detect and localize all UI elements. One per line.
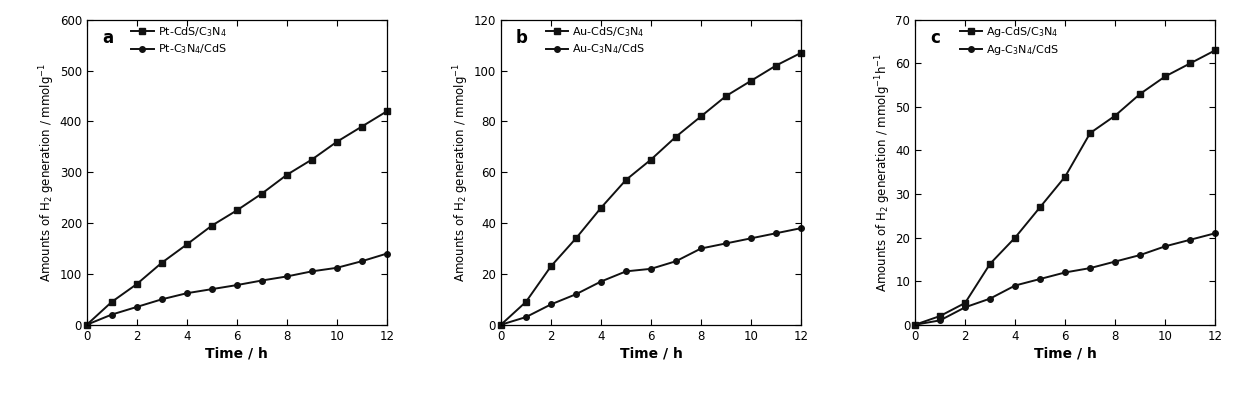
Ag-C$_3$N$_4$/CdS	[1158, 244, 1173, 249]
Au-C$_3$N$_4$/CdS	[769, 231, 784, 236]
Text: c: c	[930, 29, 940, 47]
Au-C$_3$N$_4$/CdS	[644, 267, 658, 271]
Pt-CdS/C$_3$N$_4$	[155, 260, 170, 265]
Ag-CdS/C$_3$N$_4$	[1083, 131, 1097, 135]
Ag-CdS/C$_3$N$_4$	[957, 301, 972, 305]
X-axis label: Time / h: Time / h	[206, 347, 268, 361]
Au-C$_3$N$_4$/CdS	[518, 315, 533, 320]
Ag-CdS/C$_3$N$_4$	[1183, 61, 1198, 66]
Line: Ag-C$_3$N$_4$/CdS: Ag-C$_3$N$_4$/CdS	[913, 230, 1218, 327]
Pt-C$_3$N$_4$/CdS	[205, 287, 219, 291]
Legend: Pt-CdS/C$_3$N$_4$, Pt-C$_3$N$_4$/CdS: Pt-CdS/C$_3$N$_4$, Pt-C$_3$N$_4$/CdS	[131, 25, 227, 56]
Ag-C$_3$N$_4$/CdS	[1107, 259, 1122, 264]
Au-C$_3$N$_4$/CdS	[719, 241, 734, 246]
Au-CdS/C$_3$N$_4$	[769, 63, 784, 68]
Pt-CdS/C$_3$N$_4$	[355, 124, 370, 129]
Ag-C$_3$N$_4$/CdS	[1083, 266, 1097, 270]
Ag-CdS/C$_3$N$_4$	[908, 322, 923, 327]
Y-axis label: Amounts of H$_2$ generation / mmolg$^{-1}$: Amounts of H$_2$ generation / mmolg$^{-1…	[451, 63, 471, 282]
Au-C$_3$N$_4$/CdS	[744, 236, 759, 241]
Au-CdS/C$_3$N$_4$	[594, 206, 609, 210]
Ag-CdS/C$_3$N$_4$	[1008, 235, 1023, 240]
Au-C$_3$N$_4$/CdS	[543, 302, 558, 307]
Ag-CdS/C$_3$N$_4$	[1058, 174, 1073, 179]
Legend: Au-CdS/C$_3$N$_4$, Au-C$_3$N$_4$/CdS: Au-CdS/C$_3$N$_4$, Au-C$_3$N$_4$/CdS	[546, 25, 645, 56]
Pt-CdS/C$_3$N$_4$	[229, 208, 244, 213]
Line: Pt-C$_3$N$_4$/CdS: Pt-C$_3$N$_4$/CdS	[84, 251, 389, 327]
Pt-C$_3$N$_4$/CdS	[180, 291, 195, 295]
Legend: Ag-CdS/C$_3$N$_4$, Ag-C$_3$N$_4$/CdS: Ag-CdS/C$_3$N$_4$, Ag-C$_3$N$_4$/CdS	[960, 25, 1059, 57]
Ag-C$_3$N$_4$/CdS	[1183, 238, 1198, 242]
Pt-C$_3$N$_4$/CdS	[229, 283, 244, 287]
Pt-CdS/C$_3$N$_4$	[254, 191, 269, 196]
Ag-CdS/C$_3$N$_4$	[1033, 205, 1048, 209]
Ag-C$_3$N$_4$/CdS	[1008, 283, 1023, 288]
Ag-C$_3$N$_4$/CdS	[1033, 277, 1048, 282]
Au-C$_3$N$_4$/CdS	[619, 269, 634, 274]
Pt-CdS/C$_3$N$_4$	[129, 282, 144, 286]
Ag-CdS/C$_3$N$_4$	[982, 261, 997, 266]
Au-CdS/C$_3$N$_4$	[644, 157, 658, 162]
X-axis label: Time / h: Time / h	[620, 347, 682, 361]
Au-CdS/C$_3$N$_4$	[543, 264, 558, 268]
Pt-C$_3$N$_4$/CdS	[305, 269, 320, 274]
Au-CdS/C$_3$N$_4$	[518, 299, 533, 304]
Y-axis label: Amounts of H$_2$ generation / mmolg$^{-1}$: Amounts of H$_2$ generation / mmolg$^{-1…	[37, 63, 57, 282]
Au-CdS/C$_3$N$_4$	[744, 78, 759, 83]
Au-CdS/C$_3$N$_4$	[619, 177, 634, 182]
Pt-C$_3$N$_4$/CdS	[379, 251, 394, 256]
Pt-CdS/C$_3$N$_4$	[205, 223, 219, 228]
Ag-C$_3$N$_4$/CdS	[1058, 270, 1073, 275]
Line: Au-CdS/C$_3$N$_4$: Au-CdS/C$_3$N$_4$	[498, 50, 804, 327]
Pt-C$_3$N$_4$/CdS	[79, 322, 94, 327]
Pt-C$_3$N$_4$/CdS	[330, 265, 345, 270]
Au-C$_3$N$_4$/CdS	[594, 279, 609, 284]
Ag-CdS/C$_3$N$_4$	[1158, 74, 1173, 79]
X-axis label: Time / h: Time / h	[1034, 347, 1096, 361]
Pt-CdS/C$_3$N$_4$	[104, 299, 119, 304]
Au-C$_3$N$_4$/CdS	[693, 246, 708, 251]
Au-C$_3$N$_4$/CdS	[794, 226, 808, 230]
Au-C$_3$N$_4$/CdS	[668, 259, 683, 264]
Au-CdS/C$_3$N$_4$	[719, 94, 734, 99]
Pt-CdS/C$_3$N$_4$	[79, 322, 94, 327]
Ag-CdS/C$_3$N$_4$	[1208, 48, 1223, 53]
Ag-C$_3$N$_4$/CdS	[982, 296, 997, 301]
Ag-CdS/C$_3$N$_4$	[1132, 91, 1147, 96]
Line: Ag-CdS/C$_3$N$_4$: Ag-CdS/C$_3$N$_4$	[913, 48, 1218, 327]
Au-CdS/C$_3$N$_4$	[794, 50, 808, 55]
Ag-C$_3$N$_4$/CdS	[932, 318, 947, 323]
Ag-CdS/C$_3$N$_4$	[1107, 113, 1122, 118]
Pt-CdS/C$_3$N$_4$	[379, 109, 394, 114]
Text: a: a	[102, 29, 113, 47]
Y-axis label: Amounts of H$_2$ generation / mmolg$^{-1}$h$^{-1}$: Amounts of H$_2$ generation / mmolg$^{-1…	[873, 53, 893, 292]
Ag-C$_3$N$_4$/CdS	[1132, 253, 1147, 257]
Pt-CdS/C$_3$N$_4$	[330, 139, 345, 144]
Au-C$_3$N$_4$/CdS	[494, 322, 508, 327]
Ag-CdS/C$_3$N$_4$	[932, 314, 947, 318]
Au-C$_3$N$_4$/CdS	[568, 292, 583, 297]
Pt-CdS/C$_3$N$_4$	[305, 157, 320, 162]
Au-CdS/C$_3$N$_4$	[494, 322, 508, 327]
Pt-CdS/C$_3$N$_4$	[180, 242, 195, 247]
Pt-C$_3$N$_4$/CdS	[254, 278, 269, 283]
Au-CdS/C$_3$N$_4$	[693, 114, 708, 119]
Pt-C$_3$N$_4$/CdS	[279, 274, 294, 279]
Ag-C$_3$N$_4$/CdS	[1208, 231, 1223, 236]
Pt-CdS/C$_3$N$_4$	[279, 172, 294, 177]
Pt-C$_3$N$_4$/CdS	[129, 305, 144, 309]
Pt-C$_3$N$_4$/CdS	[355, 259, 370, 264]
Ag-C$_3$N$_4$/CdS	[957, 305, 972, 310]
Au-CdS/C$_3$N$_4$	[568, 236, 583, 241]
Pt-C$_3$N$_4$/CdS	[104, 312, 119, 317]
Pt-C$_3$N$_4$/CdS	[155, 297, 170, 302]
Text: b: b	[516, 29, 528, 47]
Ag-C$_3$N$_4$/CdS	[908, 322, 923, 327]
Line: Au-C$_3$N$_4$/CdS: Au-C$_3$N$_4$/CdS	[498, 225, 804, 327]
Line: Pt-CdS/C$_3$N$_4$: Pt-CdS/C$_3$N$_4$	[84, 109, 389, 327]
Au-CdS/C$_3$N$_4$	[668, 134, 683, 139]
